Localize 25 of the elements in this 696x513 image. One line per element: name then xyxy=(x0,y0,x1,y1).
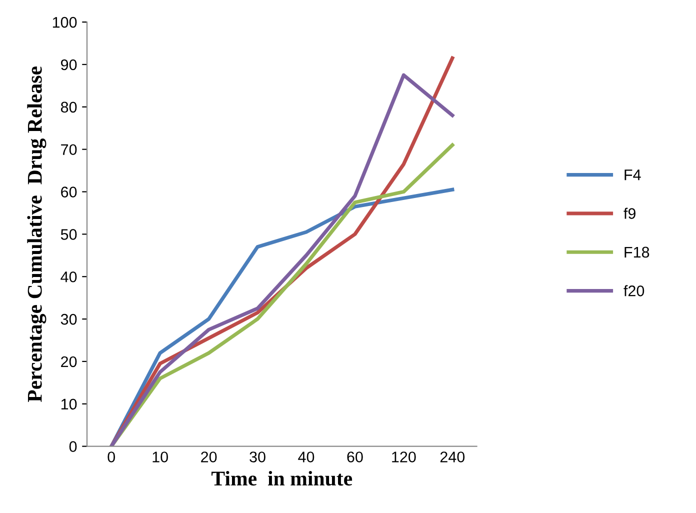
y-tick-label: 60 xyxy=(61,186,77,198)
legend-label: F18 xyxy=(624,246,650,258)
y-tick-label: 80 xyxy=(60,102,77,113)
y-tick-label: 10 xyxy=(61,398,77,410)
y-tick-label: 0 xyxy=(69,441,77,452)
y-tick-label: 100 xyxy=(52,16,77,28)
y-tick-label: 20 xyxy=(61,356,77,368)
y-tick-label: 30 xyxy=(60,314,77,325)
x-tick-label: 40 xyxy=(298,452,314,462)
y-axis-title: Percentage Cumulative Drug Release xyxy=(27,66,46,402)
x-tick-label: 60 xyxy=(347,452,363,462)
legend-label: F4 xyxy=(624,170,641,180)
y-tick-label: 50 xyxy=(60,229,77,240)
x-tick-label: 120 xyxy=(392,452,416,462)
legend-label: f9 xyxy=(624,208,636,219)
x-tick-label: 0 xyxy=(108,452,116,462)
x-tick-label: 30 xyxy=(250,452,266,462)
x-axis-title: Time in minute xyxy=(212,470,352,486)
legend-label: f20 xyxy=(624,285,644,296)
y-tick-label: 70 xyxy=(61,144,77,156)
x-tick-label: 10 xyxy=(152,452,168,462)
x-tick-label: 20 xyxy=(201,452,217,462)
x-tick-label: 240 xyxy=(440,452,465,462)
y-tick-label: 40 xyxy=(60,271,77,282)
y-tick-label: 90 xyxy=(61,59,77,70)
